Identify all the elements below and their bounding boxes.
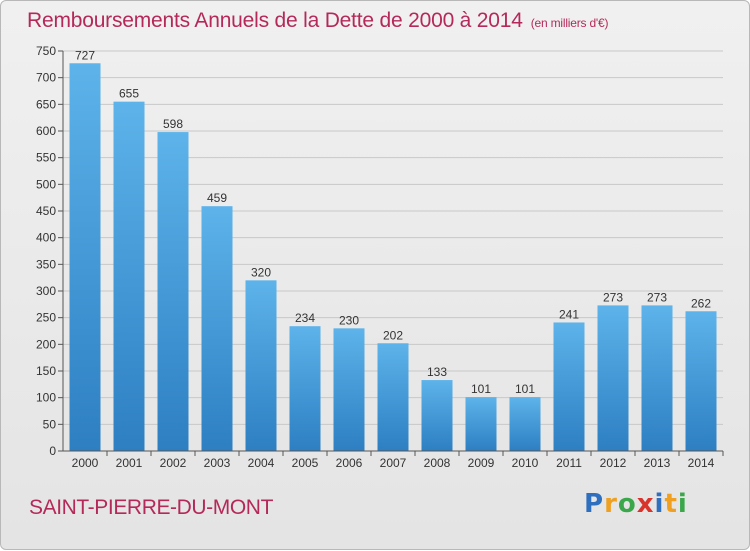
bar-value-label: 598 bbox=[163, 117, 183, 131]
x-tick-label: 2002 bbox=[160, 456, 187, 470]
bar[interactable] bbox=[289, 326, 321, 451]
bar[interactable] bbox=[201, 206, 233, 451]
bar-value-label: 655 bbox=[119, 87, 139, 101]
bars: 727 655 598 459 320 234 230 202 133 101 101 241 273 2… bbox=[69, 48, 717, 452]
chart-unit: (en milliers d'€) bbox=[530, 16, 609, 30]
x-tick-label: 2013 bbox=[644, 456, 671, 470]
x-tick-label: 2009 bbox=[468, 456, 495, 470]
bar[interactable] bbox=[509, 397, 541, 451]
bar[interactable] bbox=[69, 63, 101, 452]
y-tick-label: 400 bbox=[36, 231, 56, 245]
bar-value-label: 727 bbox=[75, 48, 95, 62]
logo-letter: o bbox=[617, 489, 637, 519]
axes: 0 50 100 150 200 250 300 350 400 450 500 550 600 650 7… bbox=[36, 44, 724, 470]
x-tick-label: 2001 bbox=[116, 456, 143, 470]
y-tick-label: 450 bbox=[36, 204, 56, 218]
x-tick-label: 2010 bbox=[512, 456, 539, 470]
bar[interactable] bbox=[597, 305, 629, 451]
x-tick-label: 2014 bbox=[688, 456, 715, 470]
x-tick-label: 2004 bbox=[248, 456, 275, 470]
logo-letter: r bbox=[604, 489, 618, 519]
bar-value-label: 273 bbox=[647, 290, 667, 304]
bar[interactable] bbox=[685, 311, 717, 451]
logo-letter: t bbox=[664, 489, 678, 519]
bar-value-label: 101 bbox=[515, 382, 535, 396]
bar[interactable] bbox=[465, 397, 497, 451]
commune-name: SAINT-PIERRE-DU-MONT bbox=[29, 496, 274, 519]
y-tick-label: 550 bbox=[36, 151, 56, 165]
y-tick-label: 500 bbox=[36, 177, 56, 191]
x-tick-label: 2012 bbox=[600, 456, 627, 470]
y-tick-label: 600 bbox=[36, 124, 56, 138]
logo-letter: x bbox=[636, 489, 655, 519]
bar-value-label: 234 bbox=[295, 311, 315, 325]
x-tick-label: 2006 bbox=[336, 456, 363, 470]
chart-title-text: Remboursements Annuels de la Dette de 20… bbox=[27, 9, 523, 32]
x-tick-label: 2000 bbox=[72, 456, 99, 470]
x-tick-label: 2007 bbox=[380, 456, 407, 470]
x-tick-label: 2008 bbox=[424, 456, 451, 470]
bar-value-label: 230 bbox=[339, 313, 359, 327]
y-tick-label: 250 bbox=[36, 311, 56, 325]
x-tick-label: 2011 bbox=[556, 456, 582, 470]
y-tick-label: 750 bbox=[36, 44, 56, 58]
bar[interactable] bbox=[113, 101, 145, 452]
bar[interactable] bbox=[641, 305, 673, 451]
bar[interactable] bbox=[421, 380, 453, 451]
bar-value-label: 133 bbox=[427, 365, 447, 379]
bar-value-label: 202 bbox=[383, 328, 403, 342]
bar-value-label: 241 bbox=[559, 307, 579, 321]
y-tick-label: 200 bbox=[36, 337, 56, 351]
bar-value-label: 459 bbox=[207, 191, 227, 205]
y-tick-label: 300 bbox=[36, 284, 56, 298]
bar-value-label: 273 bbox=[603, 290, 623, 304]
x-tick-label: 2003 bbox=[204, 456, 231, 470]
y-tick-label: 650 bbox=[36, 97, 56, 111]
logo-letter: P bbox=[584, 489, 605, 519]
bar[interactable] bbox=[553, 322, 585, 451]
bar[interactable] bbox=[333, 328, 365, 451]
bar[interactable] bbox=[157, 132, 189, 452]
y-tick-label: 0 bbox=[49, 444, 56, 458]
bar-value-label: 262 bbox=[691, 296, 711, 310]
chart-title: Remboursements Annuels de la Dette de 20… bbox=[27, 9, 608, 33]
bar[interactable] bbox=[377, 343, 409, 451]
bar-value-label: 320 bbox=[251, 265, 271, 279]
y-tick-label: 350 bbox=[36, 257, 56, 271]
y-tick-label: 100 bbox=[36, 391, 56, 405]
logo-letter: i bbox=[654, 489, 665, 519]
y-tick-label: 50 bbox=[43, 417, 57, 431]
proxiti-logo[interactable]: Proxiti bbox=[584, 489, 688, 519]
y-tick-label: 150 bbox=[36, 364, 56, 378]
y-tick-label: 700 bbox=[36, 71, 56, 85]
bar-value-label: 101 bbox=[471, 382, 491, 396]
x-tick-label: 2005 bbox=[292, 456, 319, 470]
logo-letter: i bbox=[677, 489, 688, 519]
bar[interactable] bbox=[245, 280, 277, 451]
